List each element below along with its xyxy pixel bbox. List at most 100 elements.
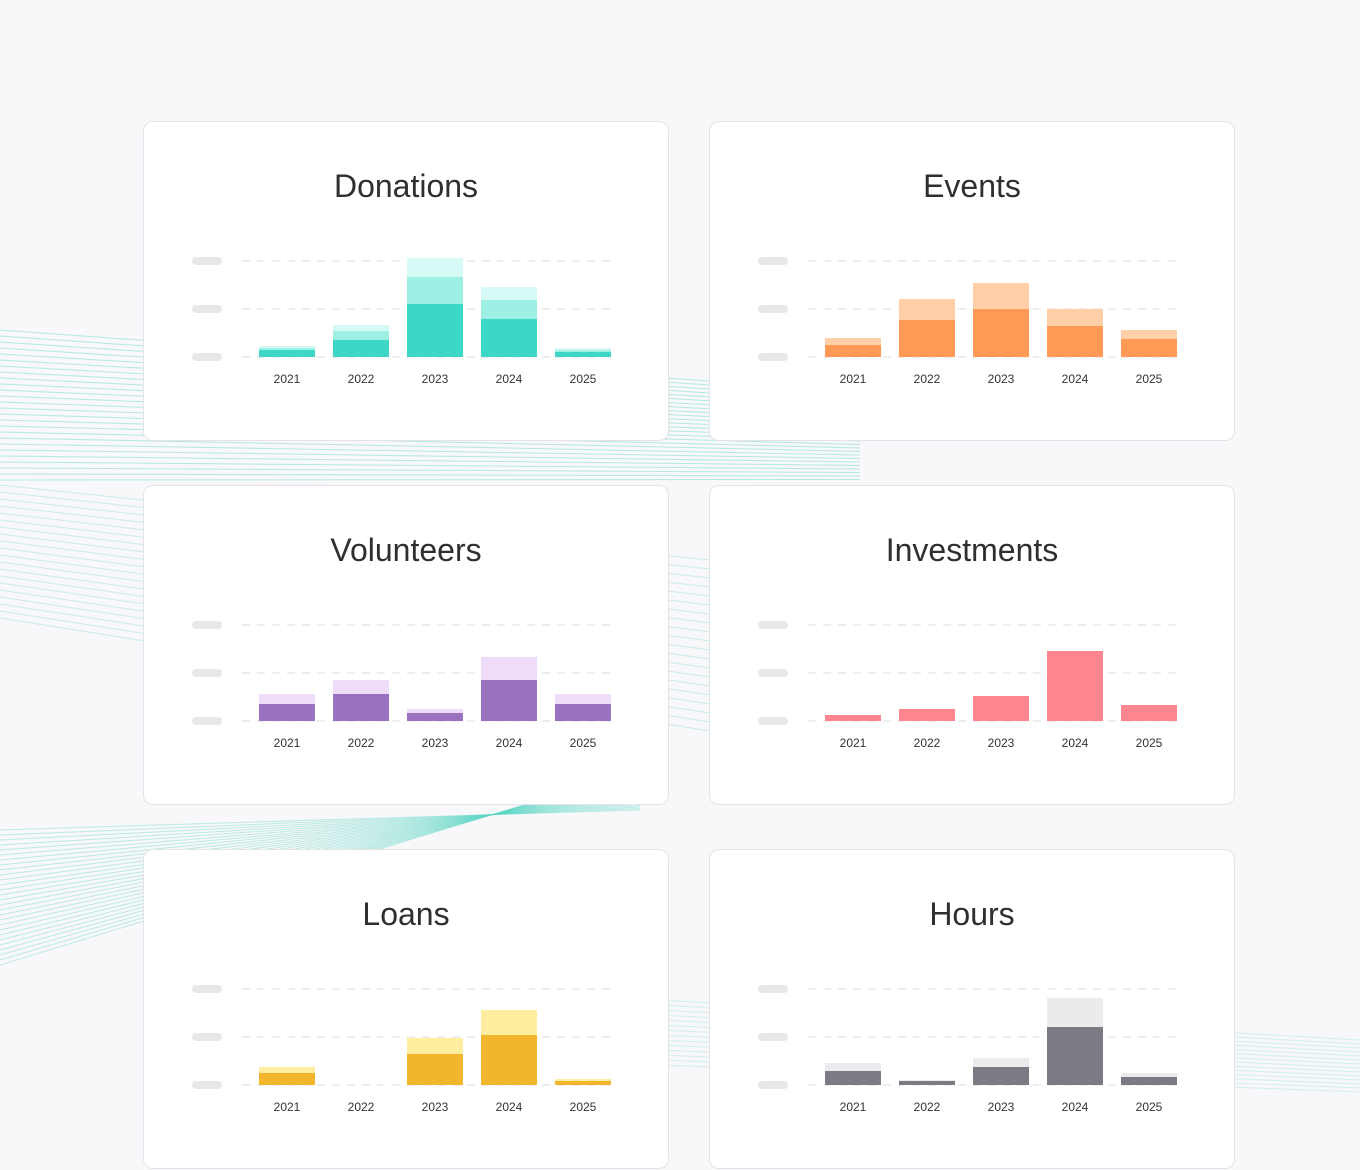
bar-2022-segment-1 — [899, 320, 955, 357]
decor-line — [0, 791, 641, 891]
y-tick-placeholder — [192, 257, 222, 265]
y-tick-placeholder — [192, 305, 222, 313]
bar-2024-segment-2 — [1047, 309, 1103, 326]
bar-2025-segment-2 — [1121, 1073, 1177, 1077]
y-tick-placeholder — [758, 305, 788, 313]
bar-2021-segment-1 — [259, 704, 315, 721]
donations-chart-card: Donations 2021 2022 2023 2024 2025 — [143, 121, 669, 441]
volunteers-chart-title: Volunteers — [330, 532, 482, 568]
bar-2021-segment-2 — [259, 348, 315, 350]
bar-2021-segment-1 — [259, 350, 315, 357]
bar-2023-segment-1 — [973, 309, 1029, 357]
bar-2021-segment-3 — [259, 346, 315, 348]
volunteers-chart: 2021 2022 2023 2024 2025 — [192, 621, 614, 750]
y-tick-placeholder — [758, 353, 788, 361]
x-tick-label: 2023 — [988, 1100, 1015, 1114]
bar-2024-segment-2 — [481, 1010, 537, 1035]
decor-line — [0, 790, 641, 896]
y-tick-placeholder — [192, 1033, 222, 1041]
x-tick-label: 2025 — [570, 372, 597, 386]
x-tick-label: 2021 — [274, 1100, 301, 1114]
bar-2025-segment-1 — [555, 1081, 611, 1085]
bar-2024-segment-1 — [481, 319, 537, 357]
bar-2023-segment-1 — [973, 696, 1029, 721]
bar-2023-segment-1 — [407, 304, 463, 357]
bar-2025-segment-1 — [555, 704, 611, 721]
events-chart-title: Events — [923, 168, 1021, 204]
x-tick-label: 2024 — [1062, 1100, 1089, 1114]
bar-2022-segment-1 — [333, 340, 389, 357]
x-tick-label: 2023 — [988, 372, 1015, 386]
x-tick-label: 2021 — [274, 372, 301, 386]
x-tick-label: 2023 — [422, 1100, 449, 1114]
x-tick-label: 2024 — [496, 1100, 523, 1114]
decor-line — [0, 806, 641, 841]
decor-line — [0, 800, 641, 861]
bar-2021-segment-1 — [825, 715, 881, 721]
bar-2023-segment-3 — [407, 258, 463, 277]
bar-2025-segment-2 — [555, 694, 611, 704]
bar-2021-segment-1 — [825, 345, 881, 357]
x-tick-label: 2024 — [1062, 372, 1089, 386]
bar-2024-segment-2 — [481, 657, 537, 680]
bar-2021-segment-2 — [825, 338, 881, 345]
bar-2024-segment-1 — [1047, 651, 1103, 721]
bar-2022-segment-1 — [899, 1081, 955, 1085]
bar-2023-segment-2 — [407, 709, 463, 713]
bar-2025-segment-3 — [555, 348, 611, 350]
x-tick-label: 2024 — [1062, 736, 1089, 750]
bar-2022-segment-2 — [899, 1080, 955, 1081]
x-tick-label: 2022 — [914, 736, 941, 750]
investments-chart-card: Investments 2021 2022 2023 2024 2025 — [709, 485, 1235, 805]
decor-line — [0, 805, 641, 846]
x-tick-label: 2025 — [570, 736, 597, 750]
decor-line — [0, 443, 861, 459]
bar-2025-segment-2 — [555, 1079, 611, 1081]
x-tick-label: 2025 — [1136, 372, 1163, 386]
decor-line — [0, 479, 861, 481]
x-tick-label: 2021 — [840, 736, 867, 750]
y-tick-placeholder — [192, 985, 222, 993]
y-tick-placeholder — [758, 985, 788, 993]
bar-2024-segment-1 — [481, 1035, 537, 1085]
x-tick-label: 2023 — [422, 372, 449, 386]
bar-2022-segment-2 — [333, 680, 389, 694]
decor-line — [0, 785, 641, 911]
x-tick-label: 2022 — [914, 372, 941, 386]
bar-2025-segment-2 — [555, 350, 611, 352]
y-tick-placeholder — [758, 1033, 788, 1041]
x-tick-label: 2023 — [988, 736, 1015, 750]
y-tick-placeholder — [192, 621, 222, 629]
bar-2024-segment-1 — [1047, 326, 1103, 357]
donations-chart-title: Donations — [333, 168, 479, 204]
x-tick-label: 2025 — [1136, 736, 1163, 750]
y-tick-placeholder — [758, 1081, 788, 1089]
bar-2023-segment-2 — [407, 1038, 463, 1054]
y-tick-placeholder — [758, 669, 788, 677]
y-tick-placeholder — [758, 717, 788, 725]
bar-2022-segment-1 — [333, 694, 389, 721]
investments-chart: 2021 2022 2023 2024 2025 — [758, 621, 1180, 750]
bar-2021-segment-1 — [825, 1071, 881, 1085]
hours-chart-title: Hours — [929, 896, 1015, 932]
decor-line — [0, 793, 641, 886]
y-tick-placeholder — [192, 353, 222, 361]
loans-chart: 2021 2022 2023 2024 2025 — [192, 985, 614, 1114]
y-tick-placeholder — [192, 717, 222, 725]
x-tick-label: 2021 — [274, 736, 301, 750]
bar-2023-segment-1 — [407, 713, 463, 721]
decor-line — [0, 797, 641, 871]
x-tick-label: 2021 — [840, 372, 867, 386]
y-tick-placeholder — [758, 257, 788, 265]
x-tick-label: 2022 — [348, 1100, 375, 1114]
loans-chart-title: Loans — [362, 896, 450, 932]
volunteers-chart-card: Volunteers 2021 2022 2023 2024 2025 — [143, 485, 669, 805]
bar-2022-segment-1 — [899, 709, 955, 721]
decor-line — [0, 461, 861, 470]
x-tick-label: 2022 — [914, 1100, 941, 1114]
decor-line — [0, 796, 641, 876]
bar-2021-segment-2 — [259, 1067, 315, 1073]
x-tick-label: 2024 — [496, 372, 523, 386]
bar-2025-segment-1 — [1121, 339, 1177, 357]
decor-line — [0, 802, 641, 856]
